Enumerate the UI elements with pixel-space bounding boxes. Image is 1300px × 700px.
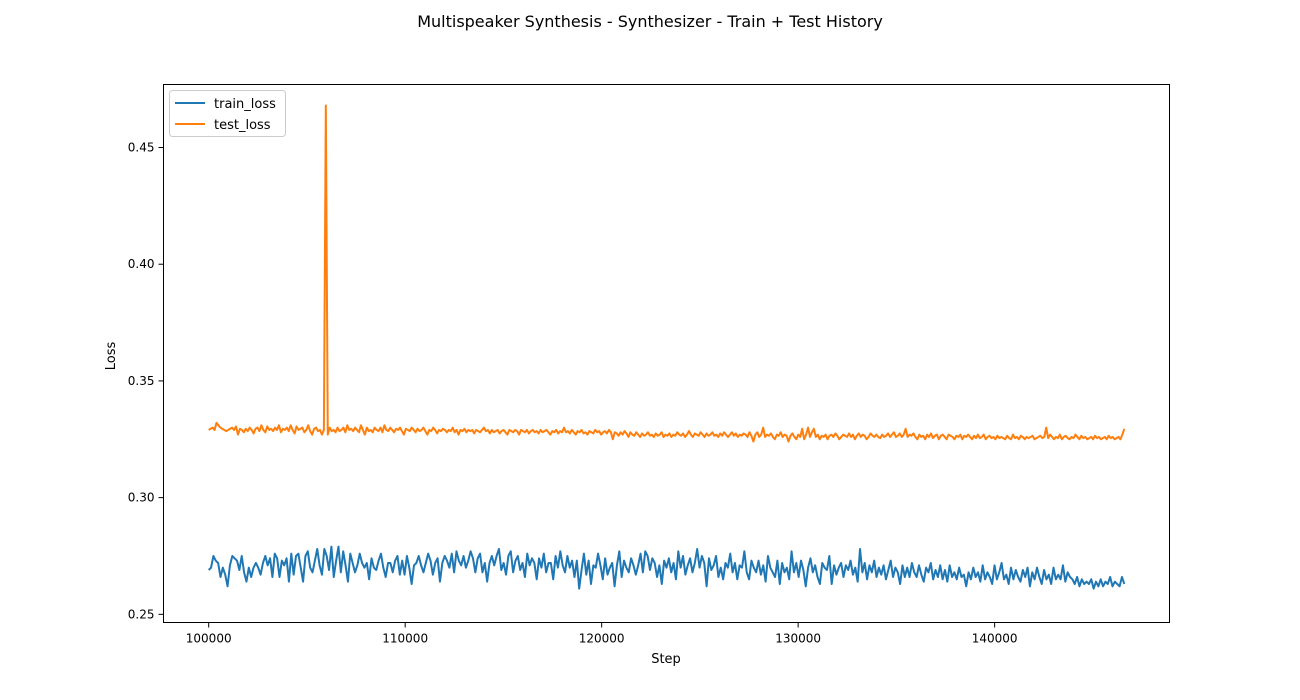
- series-line-test-loss: [208, 104, 1126, 443]
- x-tick-label: 120000: [579, 632, 625, 646]
- y-tick-label: 0.25: [128, 607, 155, 621]
- plot-frame: [163, 84, 1170, 623]
- series-line-train-loss: [207, 545, 1126, 590]
- x-axis-label: Step: [651, 652, 681, 667]
- y-axis-label: Loss: [104, 342, 119, 371]
- chart-title: Multispeaker Synthesis - Synthesizer - T…: [417, 12, 883, 31]
- y-tick-label: 0.30: [128, 491, 155, 505]
- y-tick-label: 0.35: [128, 374, 155, 388]
- y-axis-ticks: 0.25 0.30 0.35 0.40 0.45: [128, 141, 164, 621]
- plot-lines: [207, 104, 1126, 590]
- x-tick-label: 110000: [382, 632, 428, 646]
- legend: train_loss test_loss: [169, 90, 286, 137]
- x-tick-label: 100000: [186, 632, 232, 646]
- legend-label-test-loss: test_loss: [214, 118, 271, 133]
- x-tick-label: 140000: [972, 632, 1018, 646]
- x-axis-ticks: 100000 110000 120000 130000 140000: [186, 622, 1018, 646]
- y-tick-label: 0.45: [128, 141, 155, 155]
- legend-label-train-loss: train_loss: [214, 97, 276, 112]
- x-tick-label: 130000: [775, 632, 821, 646]
- y-tick-label: 0.40: [128, 257, 155, 271]
